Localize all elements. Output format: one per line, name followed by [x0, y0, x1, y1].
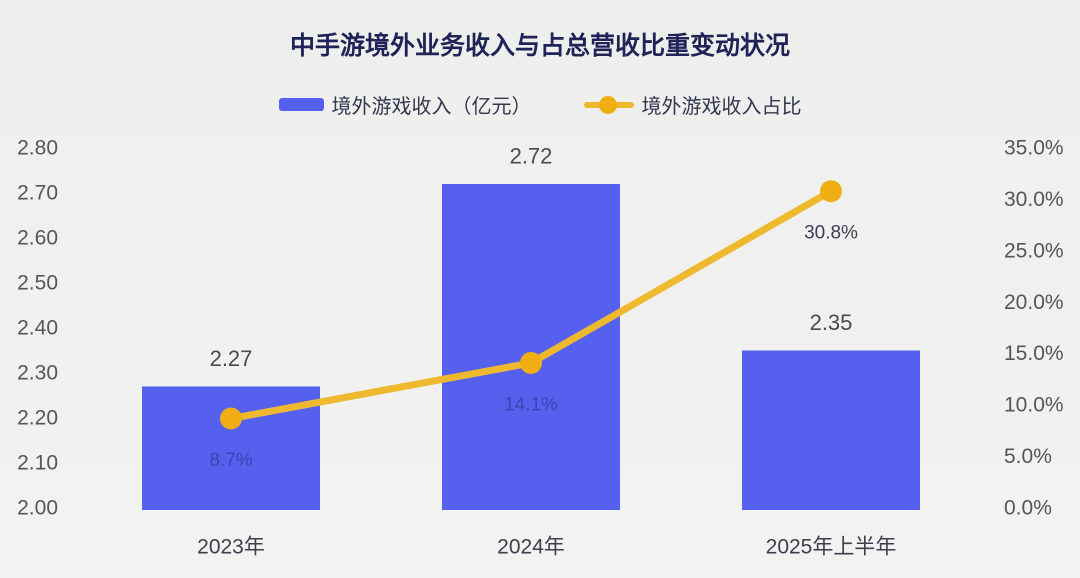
right-axis-tick: 20.0%	[1004, 291, 1064, 314]
right-axis-tick: 15.0%	[1004, 342, 1064, 365]
right-axis-tick: 30.0%	[1004, 188, 1064, 211]
ratio-point-2024年	[520, 351, 542, 374]
ratio-value-label: 8.7%	[209, 450, 252, 471]
legend-item-revenue: 境外游戏收入（亿元）	[278, 90, 532, 119]
bar-2025年上半年	[742, 350, 920, 510]
ratio-value-label: 14.1%	[504, 394, 558, 415]
bar-value-label: 2.35	[810, 310, 853, 335]
right-axis-tick: 35.0%	[1004, 137, 1064, 160]
ratio-point-2025年上半年	[820, 180, 842, 203]
bar-value-label: 2.27	[210, 346, 253, 371]
chart-legend: 境外游戏收入（亿元） 境外游戏收入占比	[0, 90, 1080, 119]
x-axis-label: 2024年	[497, 536, 565, 559]
left-axis-tick: 2.70	[17, 182, 58, 205]
legend-label-ratio: 境外游戏收入占比	[641, 96, 802, 118]
ratio-value-label: 30.8%	[804, 223, 858, 244]
x-axis-label: 2025年上半年	[766, 536, 897, 559]
chart-title: 中手游境外业务收入与占总营收比重变动状况	[289, 32, 790, 60]
right-axis-tick: 25.0%	[1004, 239, 1064, 262]
line-dot-swatch-icon	[583, 95, 634, 115]
left-axis-tick: 2.00	[17, 497, 58, 520]
bar-2024年	[442, 184, 620, 510]
right-axis-tick: 0.0%	[1004, 497, 1052, 520]
left-axis-tick: 2.10	[17, 452, 58, 475]
legend-item-ratio: 境外游戏收入占比	[583, 90, 802, 119]
left-axis-tick: 2.40	[17, 317, 58, 340]
bar-value-label: 2.72	[510, 144, 553, 169]
right-axis-tick: 5.0%	[1004, 445, 1052, 468]
left-axis-tick: 2.80	[17, 137, 58, 160]
right-axis-tick: 10.0%	[1004, 394, 1064, 417]
left-axis-tick: 2.60	[17, 227, 58, 250]
bar-swatch-icon	[278, 98, 324, 111]
left-axis-tick: 2.30	[17, 362, 58, 385]
legend-label-revenue: 境外游戏收入（亿元）	[331, 96, 532, 118]
ratio-point-2023年	[220, 407, 242, 430]
x-axis-label: 2023年	[197, 536, 265, 559]
left-axis-tick: 2.20	[17, 407, 58, 430]
left-axis-tick: 2.50	[17, 272, 58, 295]
